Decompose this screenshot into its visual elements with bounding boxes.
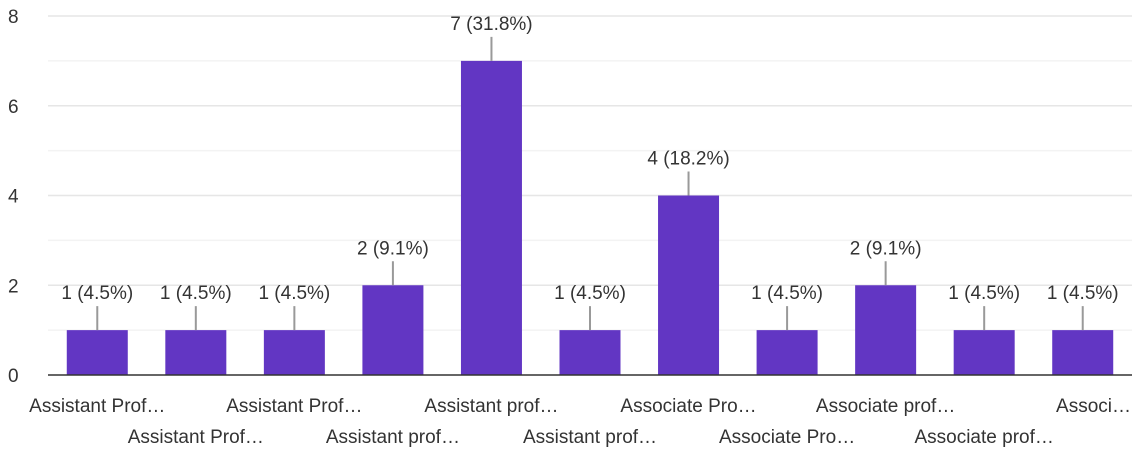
data-label: 2 (9.1%) (357, 238, 429, 259)
data-label: 1 (4.5%) (554, 283, 626, 304)
bar (658, 195, 720, 375)
x-category-label: Assistant prof… (424, 396, 558, 417)
data-label: 2 (9.1%) (850, 238, 922, 259)
bar (1052, 330, 1114, 375)
x-axis-categories: Assistant Prof… Assistant Prof… Assistant … (29, 396, 1131, 448)
y-tick-label: 6 (8, 97, 19, 118)
data-label: 1 (4.5%) (160, 283, 232, 304)
data-label: 7 (31.8%) (450, 14, 532, 35)
bar (263, 330, 325, 375)
y-tick-label: 2 (8, 276, 19, 297)
x-category-label: Assistant prof… (326, 427, 460, 448)
data-label: 4 (18.2%) (647, 149, 729, 170)
data-labels: 1 (4.5%) 1 (4.5%) 1 (4.5%) 2 (9.1%) 7 (31.8%… (61, 14, 1119, 331)
data-label: 1 (4.5%) (61, 283, 133, 304)
y-tick-label: 0 (8, 366, 19, 387)
x-category-label: Associate prof… (914, 427, 1053, 448)
bar (460, 60, 522, 375)
x-category-label: Assistant Prof… (29, 396, 165, 417)
gridlines (48, 15, 1132, 331)
x-category-label: Assistant Prof… (128, 427, 264, 448)
bar (756, 330, 818, 375)
bar (362, 285, 424, 375)
data-label: 1 (4.5%) (948, 283, 1020, 304)
y-tick-label: 8 (8, 7, 19, 28)
x-category-label: Associate Pro… (719, 427, 855, 448)
x-category-label: Associate prof… (816, 396, 955, 417)
bar (953, 330, 1015, 375)
x-category-label: Assistant Prof… (226, 396, 362, 417)
bar (855, 285, 917, 375)
data-label: 1 (4.5%) (258, 283, 330, 304)
bars (66, 60, 1114, 375)
data-label: 1 (4.5%) (1047, 283, 1119, 304)
x-category-label: Associ… (1056, 396, 1131, 417)
bar (165, 330, 227, 375)
bar (559, 330, 621, 375)
x-category-label: Associate Pro… (620, 396, 756, 417)
data-label: 1 (4.5%) (751, 283, 823, 304)
bar (66, 330, 128, 375)
x-category-label: Assistant prof… (523, 427, 657, 448)
y-axis-ticks: 0 2 4 6 8 (8, 7, 19, 387)
y-tick-label: 4 (8, 187, 19, 208)
